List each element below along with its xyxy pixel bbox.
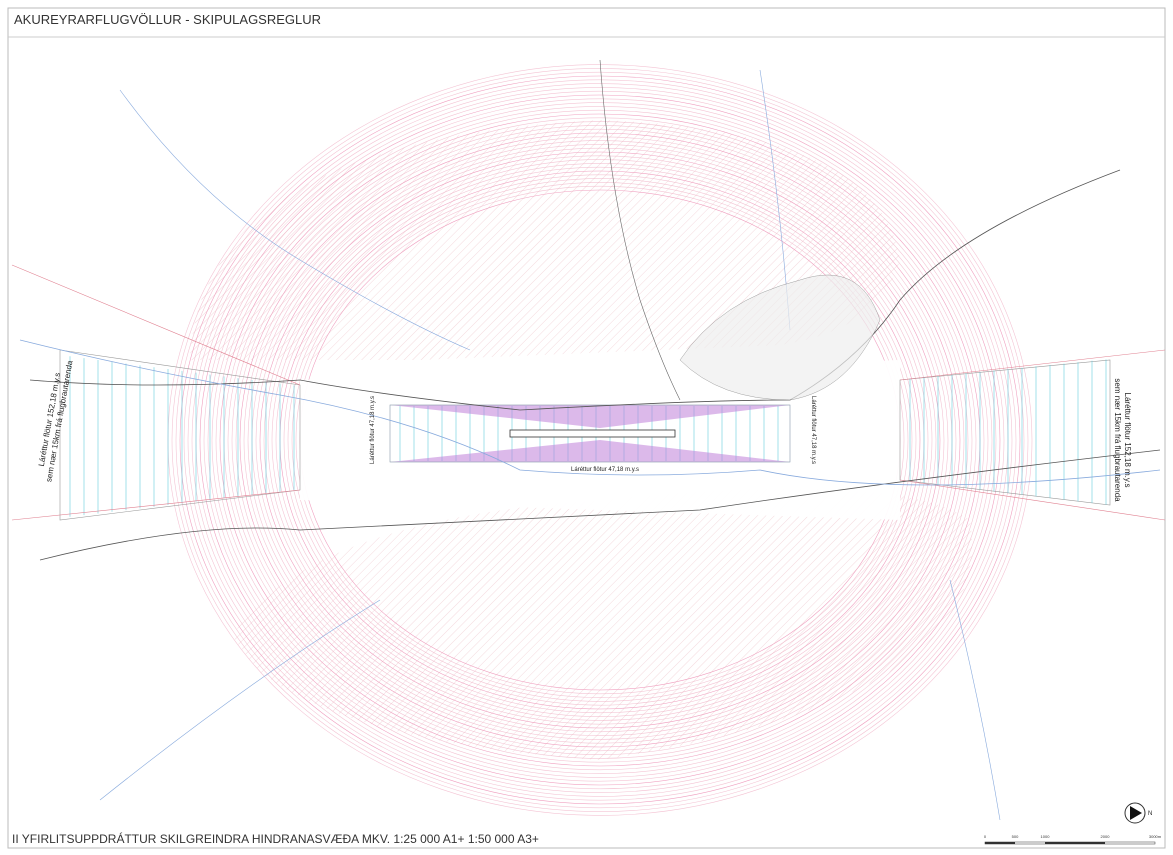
ring [179,75,1021,805]
base-map [19,59,1161,821]
scale-bar: 0 500 1000 2000 3000m [984,834,1162,845]
scale-label: 1000 [1041,834,1051,839]
runway [509,429,676,438]
surface-edge [899,479,1166,521]
ring [215,109,985,771]
footer-title: II YFIRLITSUPPDRÁTTUR SKILGREINDRA HINDR… [12,831,539,846]
strip [389,404,791,463]
scale-label: 0 [984,834,987,839]
ring [199,94,1001,786]
ring [183,79,1017,801]
right-label: Láréttur flötur 152,18 m.y.s sem nær 15k… [1113,378,1132,502]
transitional-surface [390,440,790,462]
surface-edge [899,349,1166,381]
surface-edge [11,489,301,521]
ring [211,106,989,774]
scale-label: 2000 [1101,834,1111,839]
transitional-surface [390,405,790,428]
title: AKUREYRARFLUGVÖLLUR - SKIPULAGSREGLUR [14,12,321,27]
ring [207,102,993,778]
scale-label: 500 [1012,834,1019,839]
ring [203,98,997,782]
hatched-areas [190,120,973,760]
surface-label: Láréttur flötur 152,18 m.y.s [1123,392,1132,487]
inner-label: Láréttur flötur 47,18 m.y.s [810,396,816,464]
ring [175,71,1025,809]
surface-label: sem nær 15km frá flugbrautarenda [1113,378,1122,502]
north-arrow [1130,806,1142,820]
ring [187,83,1013,797]
surface-edge [11,264,301,386]
inner-label: Láréttur flötur 47,18 m.y.s [370,396,376,464]
ring [171,68,1029,812]
inner-label: Láréttur flötur 47,18 m.y.s [571,467,639,473]
scale-label: 3000m [1149,834,1162,839]
north-label: N [1148,811,1152,817]
